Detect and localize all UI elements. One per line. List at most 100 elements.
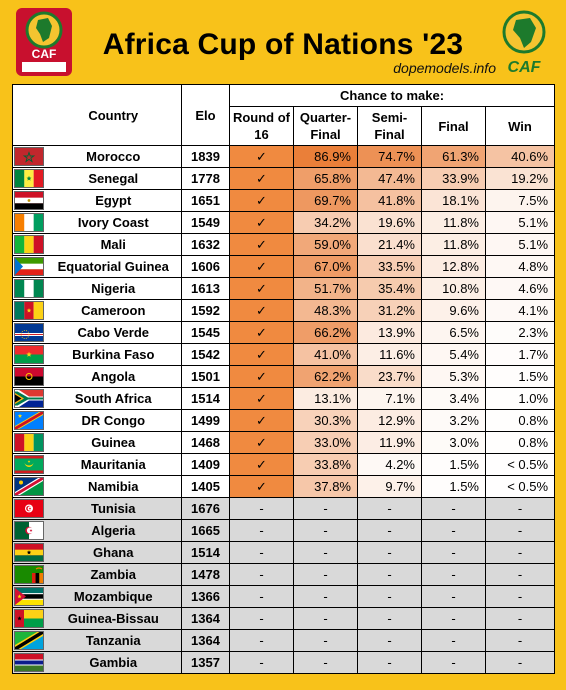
country-name: Ivory Coast [45,211,182,234]
sf-cell: 23.7% [357,365,422,388]
table-row: Burkina Faso 1542 ✓ 41.0% 11.6% 5.4% 1.7% [12,343,556,366]
sf-header-line2: Final [374,127,405,142]
table-row: South Africa 1514 ✓ 13.1% 7.1% 3.4% 1.0% [12,387,556,410]
elo-rating: 1478 [181,563,230,586]
qf-cell: - [293,519,358,542]
final-cell: 5.4% [421,343,486,366]
win-cell: - [484,541,556,564]
sf-cell: - [357,563,422,586]
r16-check: ✓ [229,233,294,256]
win-cell: 2.3% [484,321,556,344]
r16-check: ✓ [229,431,294,454]
final-cell: 1.5% [421,475,486,498]
r16-check: ✓ [229,167,294,190]
table-row: Ivory Coast 1549 ✓ 34.2% 19.6% 11.8% 5.1% [12,211,556,234]
elo-rating: 1839 [181,145,230,168]
win-cell: 0.8% [484,431,556,454]
table-row: Mali 1632 ✓ 59.0% 21.4% 11.8% 5.1% [12,233,556,256]
flag-icon-nigeria [12,277,46,300]
elo-rating: 1613 [181,277,230,300]
flag-icon-egypt [12,189,46,212]
header: CAF Africa Cup of Nations '23 dopemodels… [0,0,566,84]
table-row: Tunisia 1676- - - - - [12,497,556,520]
r16-cell: - [229,585,294,608]
r16-cell: - [229,629,294,652]
flag-icon-southafrica [12,387,46,410]
elo-rating: 1501 [181,365,230,388]
win-cell: 5.1% [484,211,556,234]
r16-cell: - [229,607,294,630]
final-cell: 5.3% [421,365,486,388]
qf-cell: 41.0% [293,343,358,366]
qf-header: Quarter- Final [293,106,358,146]
elo-rating: 1676 [181,497,230,520]
flag-icon-algeria [12,519,46,542]
win-cell: - [484,563,556,586]
country-header: Country [45,84,182,146]
r16-check: ✓ [229,277,294,300]
table-row: Nigeria 1613 ✓ 51.7% 35.4% 10.8% 4.6% [12,277,556,300]
sf-cell: - [357,497,422,520]
caf-logo: CAF [494,8,554,78]
sf-cell: - [357,629,422,652]
qf-cell: 69.7% [293,189,358,212]
qf-cell: 86.9% [293,145,358,168]
r16-cell: - [229,519,294,542]
country-name: Tanzania [45,629,182,652]
flag-icon-cameroon [12,299,46,322]
final-cell: 11.8% [421,211,486,234]
table-header-row: Country Elo Chance to make: [12,84,556,146]
r16-cell: - [229,651,294,674]
final-cell: 1.5% [421,453,486,476]
table-row: Guinea-Bissau 1364- - - - - [12,607,556,630]
afcon-logo: CAF [14,6,74,78]
elo-rating: 1549 [181,211,230,234]
table-row: Algeria 1665- - - - - [12,519,556,542]
elo-rating: 1366 [181,585,230,608]
table-row: Mauritania 1409 ✓ 33.8% 4.2% 1.5% < 0.5% [12,453,556,476]
qf-header-line2: Final [310,127,341,142]
final-cell: 9.6% [421,299,486,322]
r16-check: ✓ [229,145,294,168]
sf-cell: - [357,541,422,564]
win-cell: 40.6% [484,145,556,168]
qf-cell: - [293,541,358,564]
flag-icon-mauritania [12,453,46,476]
qf-cell: - [293,607,358,630]
credit-text: dopemodels.info [393,60,496,76]
elo-rating: 1606 [181,255,230,278]
table-row: Cabo Verde 1545 ✓ 66.2% 13.9% 6.5% 2.3% [12,321,556,344]
table-row: Morocco 1839 ✓ 86.9% 74.7% 61.3% 40.6% [12,145,556,168]
sf-header-line1: Semi- [371,110,408,125]
country-name: Cameroon [45,299,182,322]
r16-check: ✓ [229,189,294,212]
table-row: Egypt 1651 ✓ 69.7% 41.8% 18.1% 7.5% [12,189,556,212]
sf-cell: - [357,585,422,608]
final-cell: - [421,651,486,674]
final-cell: 61.3% [421,145,486,168]
sf-cell: 41.8% [357,189,422,212]
sf-cell: - [357,651,422,674]
elo-rating: 1542 [181,343,230,366]
sf-cell: 33.5% [357,255,422,278]
sf-cell: 12.9% [357,409,422,432]
win-cell: 5.1% [484,233,556,256]
country-name: Mali [45,233,182,256]
sf-cell: 31.2% [357,299,422,322]
win-cell: - [484,497,556,520]
flag-icon-tunisia [12,497,46,520]
country-name: Guinea-Bissau [45,607,182,630]
final-cell: - [421,497,486,520]
sf-cell: - [357,607,422,630]
win-cell: - [484,651,556,674]
country-name: Zambia [45,563,182,586]
flag-icon-morocco [12,145,46,168]
win-cell: 4.1% [484,299,556,322]
qf-cell: 59.0% [293,233,358,256]
qf-cell: 34.2% [293,211,358,234]
table-row: Senegal 1778 ✓ 65.8% 47.4% 33.9% 19.2% [12,167,556,190]
country-name: Ghana [45,541,182,564]
elo-rating: 1632 [181,233,230,256]
qf-cell: 48.3% [293,299,358,322]
sf-cell: 9.7% [357,475,422,498]
